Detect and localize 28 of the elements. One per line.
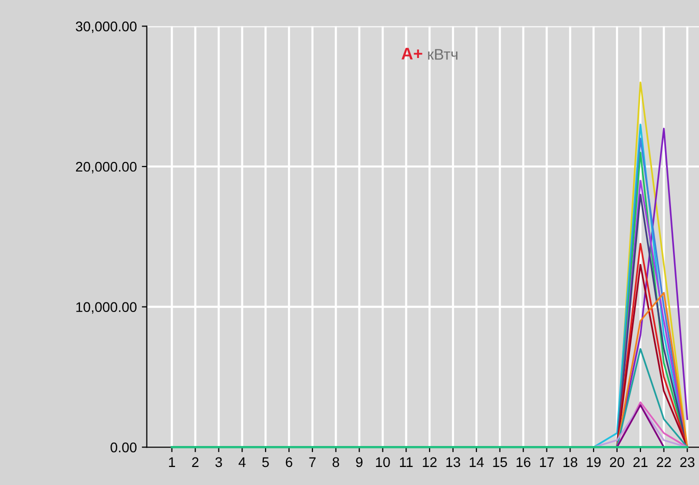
x-tick-label: 19 [586, 457, 601, 468]
x-tick-label: 18 [563, 457, 578, 468]
y-tick-label: 20,000.00 [76, 162, 137, 174]
x-tick-label: 14 [470, 457, 484, 467]
x-tick-label: 2 [192, 457, 198, 467]
x-tick-label: 4 [238, 457, 246, 467]
x-tick-label: 3 [215, 457, 222, 468]
x-tick-label: 8 [332, 457, 340, 468]
x-tick-label: 11 [400, 457, 413, 467]
x-tick-label: 13 [446, 457, 460, 468]
x-tick-label: 1 [169, 457, 176, 467]
x-tick-label: 16 [516, 457, 530, 468]
y-tick-label: 10,000.00 [76, 302, 137, 314]
x-tick-label: 23 [680, 457, 694, 468]
y-tick-label: 0.00 [110, 442, 137, 452]
x-tick-label: 21 [633, 457, 648, 467]
x-tick-label: 15 [493, 457, 507, 468]
text: A+ кВтч [402, 48, 458, 60]
x-tick-label: 22 [656, 457, 671, 467]
x-tick-label: 9 [356, 457, 362, 468]
x-tick-label: 17 [540, 457, 554, 467]
x-tick-label: 10 [376, 457, 390, 468]
x-tick-label: 12 [422, 457, 437, 467]
y-tick-label: 30,000.00 [76, 22, 137, 33]
x-tick-label: 7 [309, 457, 316, 467]
x-tick-label: 20 [610, 457, 624, 468]
x-tick-label: 6 [286, 457, 292, 468]
x-tick-label: 5 [262, 457, 269, 468]
